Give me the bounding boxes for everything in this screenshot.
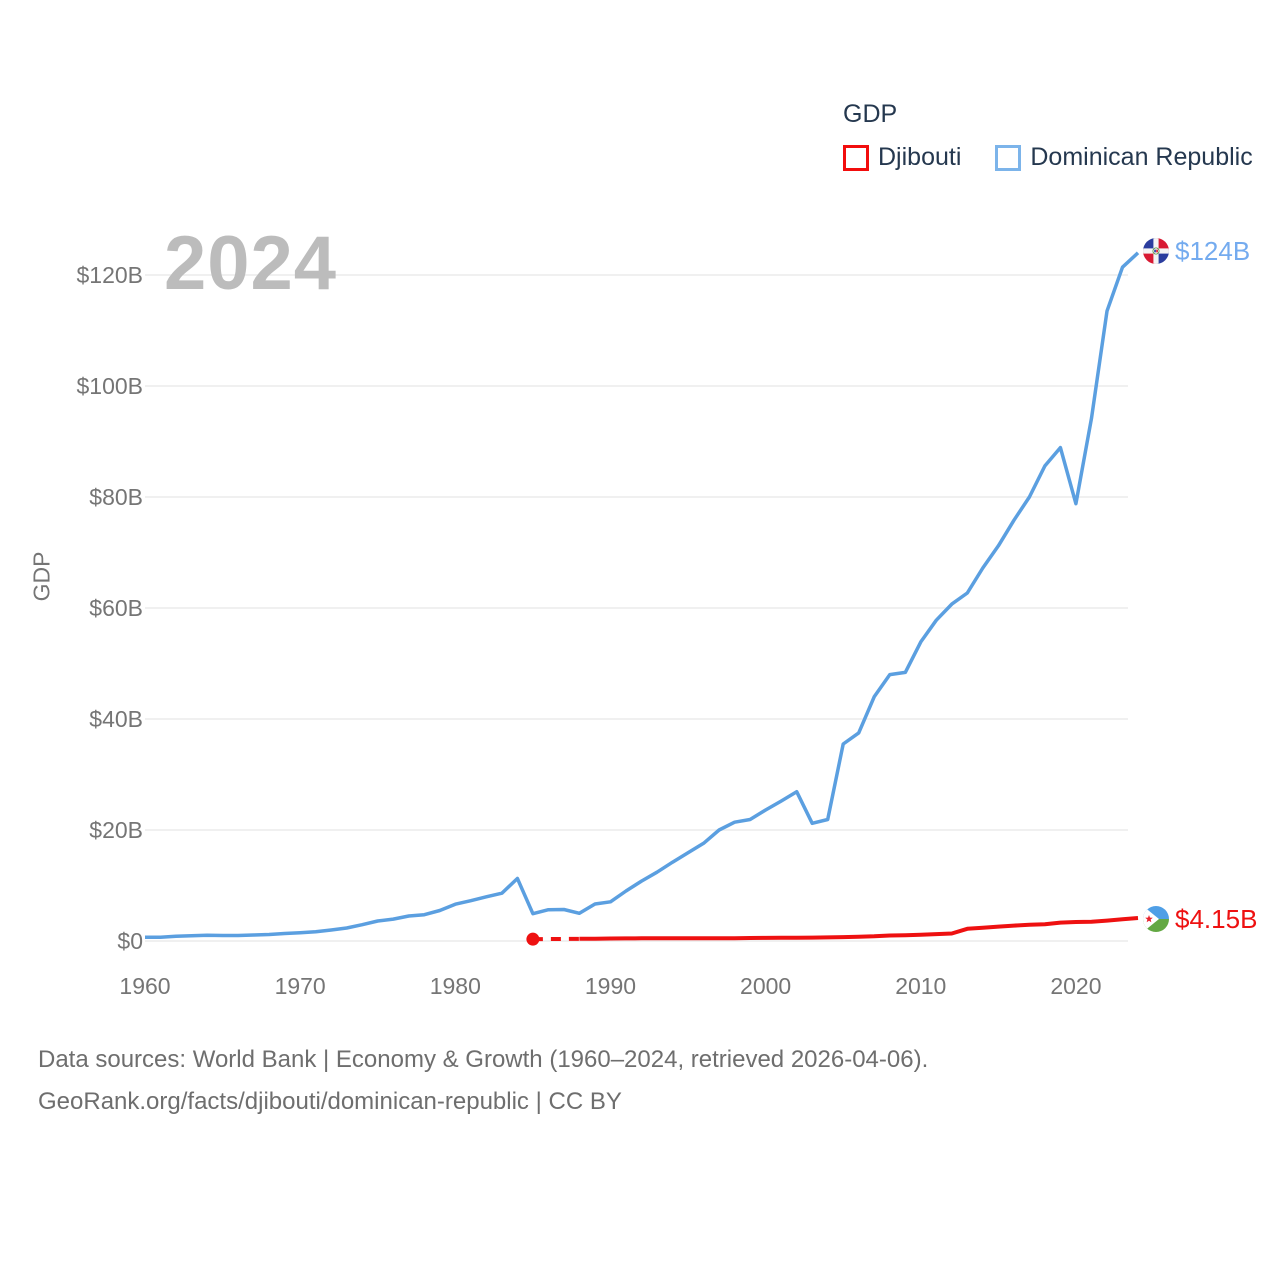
djibouti-start-dot <box>526 932 540 946</box>
djibouti-end-value: $4.15B <box>1175 904 1258 934</box>
y-tick-label: $120B <box>76 262 143 288</box>
x-tick-label: 1960 <box>119 973 171 999</box>
x-tick-label: 1990 <box>584 973 637 999</box>
legend-item-djibouti[interactable]: Djibouti <box>843 143 961 172</box>
dominican-republic-line <box>144 251 1140 940</box>
x-tick-label: 1970 <box>274 973 326 999</box>
year-watermark: 2024 <box>164 221 338 306</box>
x-tick-label: 2010 <box>895 973 947 999</box>
y-tick-label: $20B <box>89 817 143 843</box>
y-tick-label: $80B <box>89 484 143 510</box>
y-tick-label: $0 <box>117 928 143 954</box>
chart-legend: GDP Djibouti Dominican Republic <box>843 100 1253 172</box>
x-tick-label: 2020 <box>1050 973 1102 999</box>
djibouti-swatch-icon <box>843 144 869 171</box>
djibouti-flag-icon <box>1143 906 1169 932</box>
legend-row: Djibouti Dominican Republic <box>843 143 1253 172</box>
attribution-text: GeoRank.org/facts/djibouti/dominican-rep… <box>38 1088 622 1115</box>
y-tick-label: $100B <box>76 373 143 399</box>
legend-title: GDP <box>843 100 898 128</box>
data-sources-text: Data sources: World Bank | Economy & Gro… <box>38 1046 929 1073</box>
legend-label-djibouti: Djibouti <box>878 143 962 171</box>
legend-label-dominican-republic: Dominican Republic <box>1030 143 1253 171</box>
y-tick-label: $40B <box>89 706 143 732</box>
djibouti-line <box>579 916 1139 941</box>
legend-item-dominican-republic[interactable]: Dominican Republic <box>995 143 1253 172</box>
dominican-republic-end-value: $124B <box>1175 236 1251 266</box>
dominican-republic-swatch-icon <box>995 144 1022 171</box>
dominican-republic-flag-icon <box>1143 238 1169 264</box>
x-tick-label: 2000 <box>740 973 792 999</box>
x-tick-label: 1980 <box>429 973 481 999</box>
y-tick-label: $60B <box>89 595 143 621</box>
